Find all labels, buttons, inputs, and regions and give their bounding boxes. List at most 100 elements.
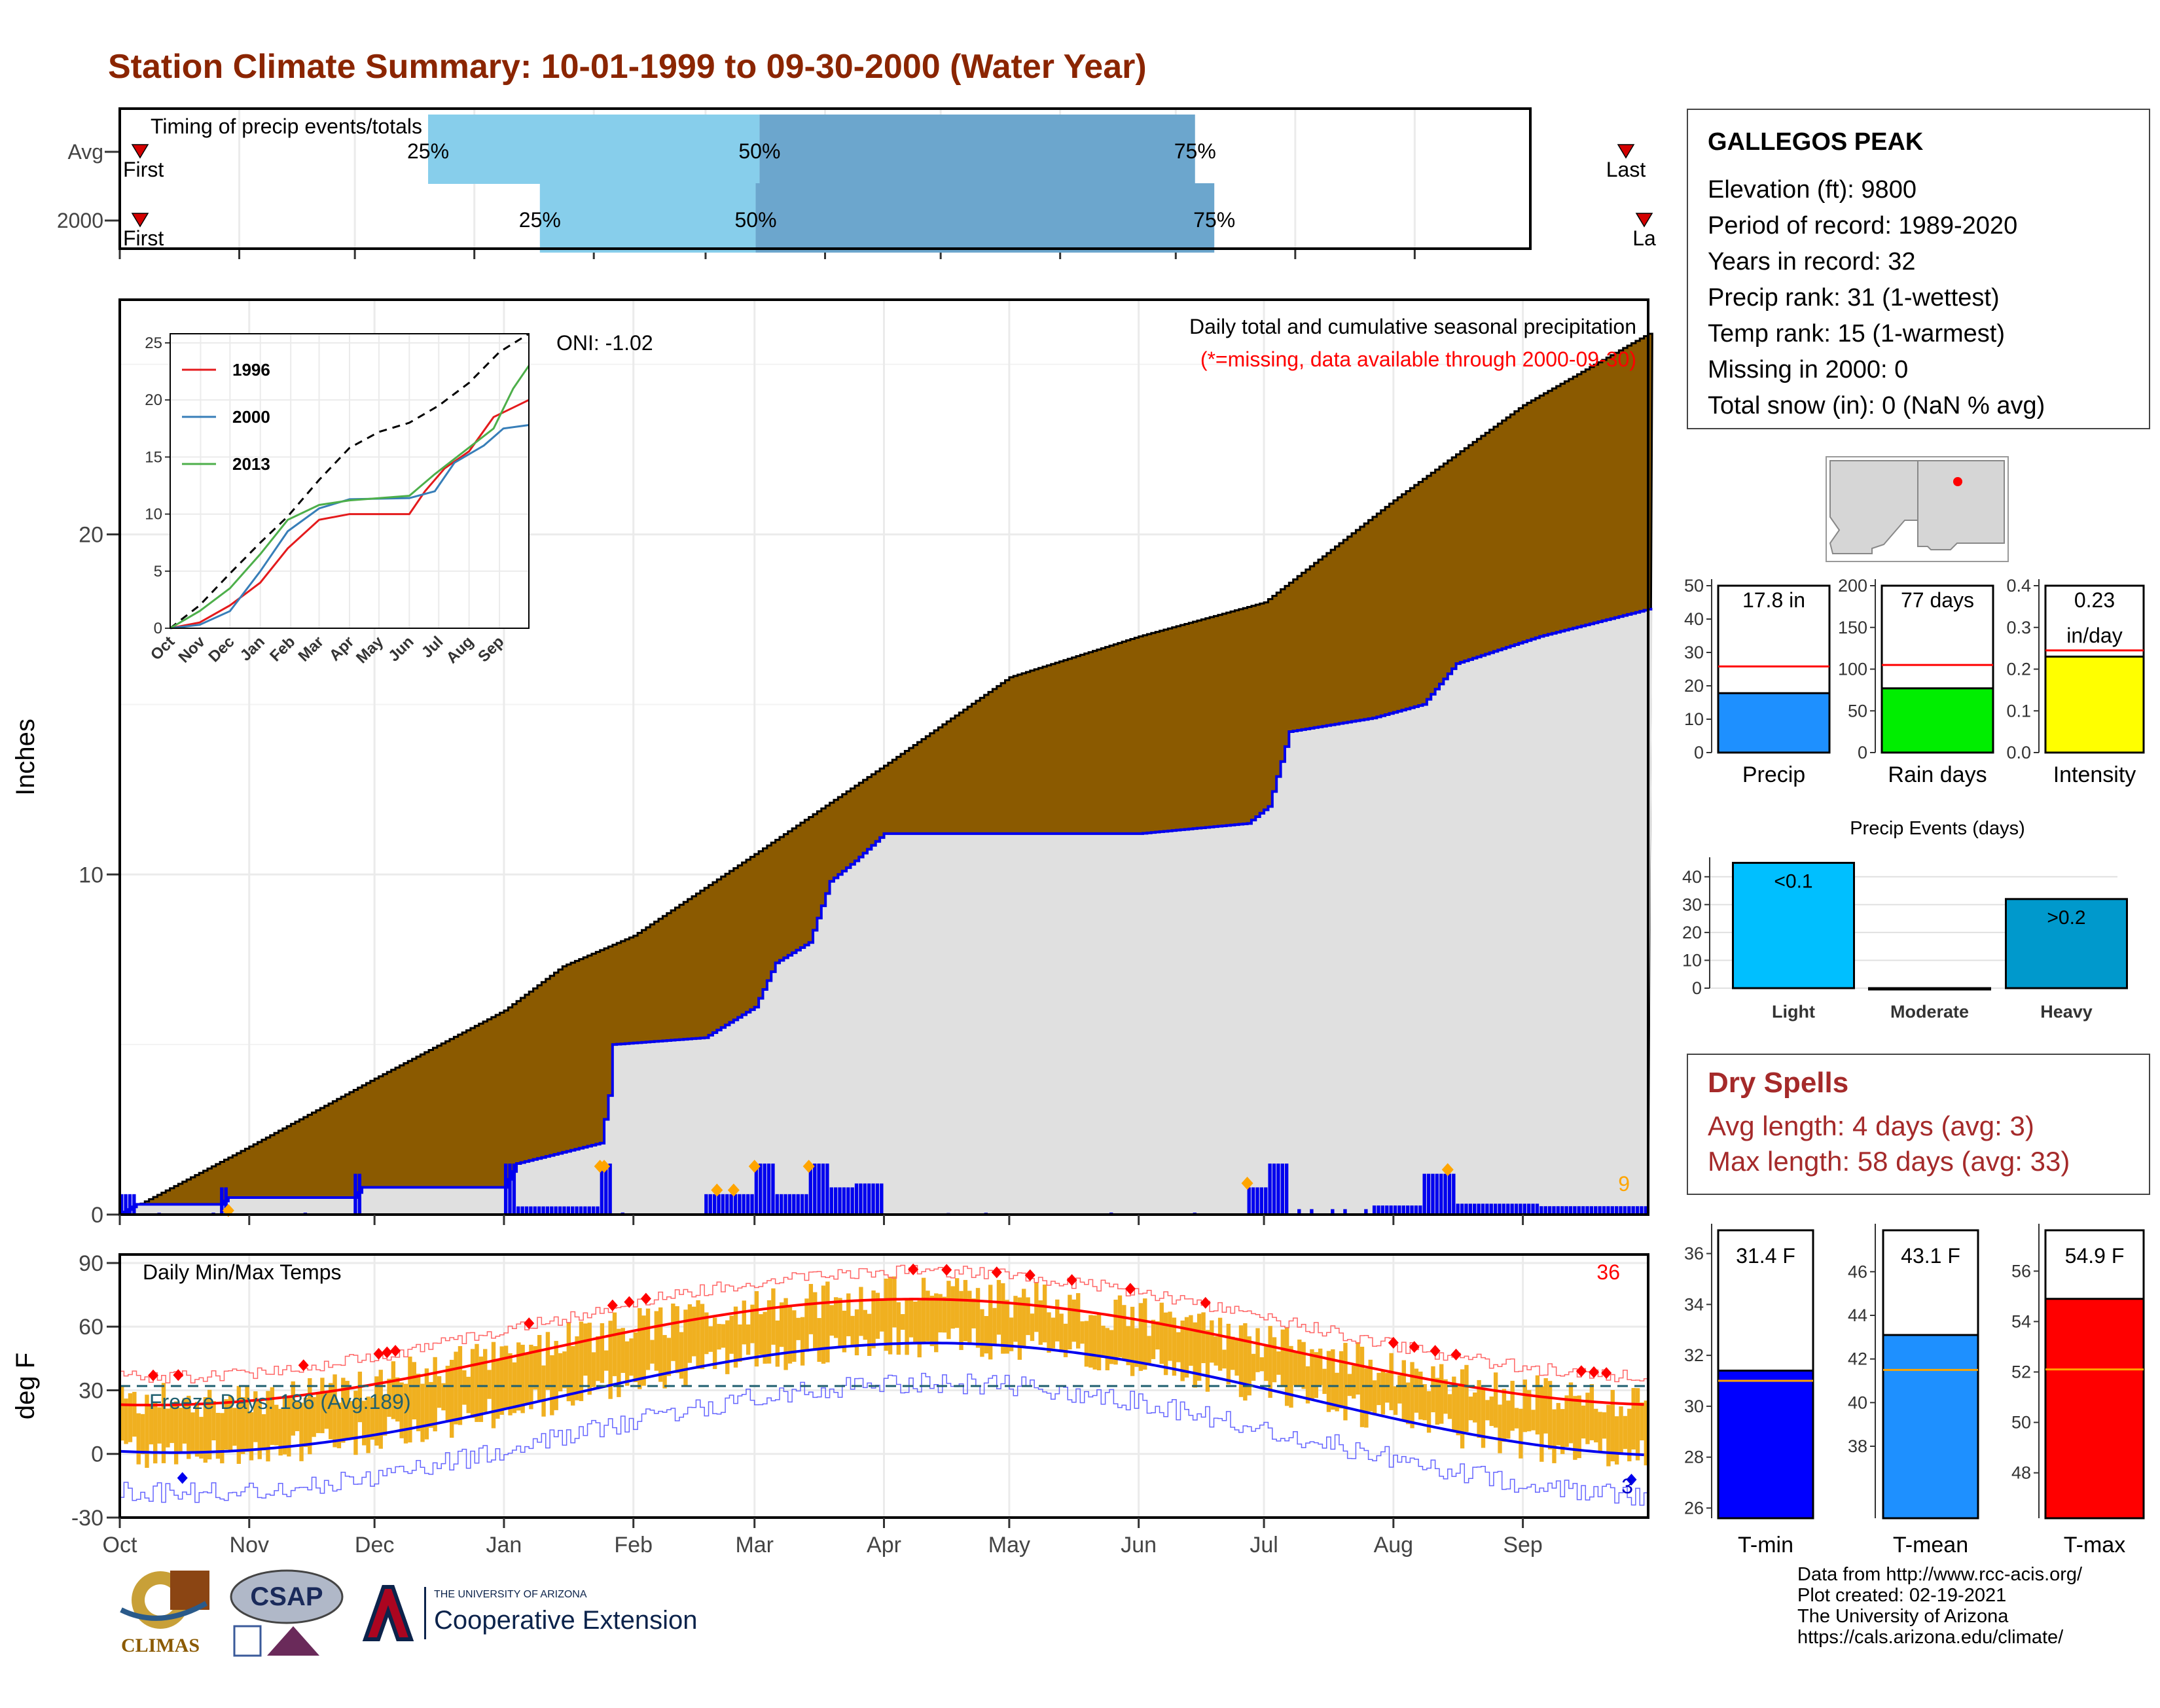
daily-precip-bar <box>1494 1203 1497 1215</box>
daily-temp-bar <box>963 1280 967 1342</box>
daily-temp-bar <box>1397 1376 1401 1404</box>
daily-temp-bar <box>487 1370 491 1398</box>
summary-y-tick-label: 0.4 <box>2006 576 2031 596</box>
daily-precip-bar <box>1264 1187 1267 1215</box>
temp-summary-y-tick-label: 40 <box>1848 1393 1867 1412</box>
daily-precip-bar <box>725 1194 729 1215</box>
daily-temp-bar <box>1356 1342 1359 1395</box>
daily-temp-bar <box>537 1335 541 1402</box>
daily-temp-bar <box>988 1285 992 1359</box>
daily-temp-bar <box>1185 1317 1189 1378</box>
daily-precip-bar <box>1502 1203 1505 1215</box>
daily-temp-bar <box>892 1277 896 1328</box>
daily-temp-bar <box>1018 1298 1022 1360</box>
daily-temp-bar <box>1189 1315 1193 1366</box>
month-label: Mar <box>735 1533 774 1557</box>
daily-temp-bar <box>1164 1313 1168 1376</box>
temp-summary-y-tick-label: 36 <box>1684 1244 1704 1264</box>
daily-temp-bar <box>1510 1381 1514 1431</box>
daily-precip-bar <box>1402 1205 1405 1215</box>
daily-precip-bar <box>759 1164 762 1215</box>
daily-temp-bar <box>830 1305 834 1336</box>
daily-precip-bar <box>846 1187 850 1215</box>
summary-bar-name: Intensity <box>2053 762 2136 787</box>
daily-temp-bar <box>1089 1315 1092 1367</box>
daily-temp-bar <box>1373 1380 1377 1414</box>
daily-temp-bar <box>262 1414 266 1450</box>
cooperative-extension-text: Cooperative Extension <box>434 1606 697 1635</box>
daily-temp-bar <box>675 1306 679 1373</box>
daily-temp-bar <box>462 1370 466 1405</box>
timing-bar-50-75 <box>759 115 1195 184</box>
inset-y-tick-label: 10 <box>145 506 162 524</box>
daily-temp-bar <box>425 1368 429 1439</box>
daily-temp-bar <box>880 1298 884 1331</box>
first-event-label: First <box>123 226 164 250</box>
daily-temp-bar <box>913 1302 917 1344</box>
daily-precip-bar <box>1506 1203 1509 1215</box>
daily-precip-bar <box>128 1194 132 1215</box>
temp-y-label: deg F <box>11 1353 40 1419</box>
daily-temp-bar <box>433 1357 437 1431</box>
daily-temp-bar <box>1030 1313 1034 1341</box>
temp-y-tick-label: -30 <box>71 1506 103 1531</box>
temp-summary-y-tick-label: 28 <box>1684 1448 1704 1467</box>
events-y-tick-label: 30 <box>1682 895 1702 914</box>
daily-temp-bar <box>667 1338 671 1376</box>
daily-temp-bar <box>1264 1345 1268 1381</box>
summary-y-tick-label: 50 <box>1848 701 1867 721</box>
daily-temp-bar <box>1122 1305 1126 1359</box>
daily-precip-bar <box>713 1194 716 1215</box>
station-precip-rank: Precip rank: 31 (1-wettest) <box>1708 280 2129 316</box>
daily-temp-bar <box>788 1306 792 1364</box>
daily-precip-bar <box>1464 1203 1467 1215</box>
temp-summary-y-tick-label: 38 <box>1848 1436 1867 1456</box>
footer-credits: Data from http://www.rcc-acis.org/ Plot … <box>1797 1564 2082 1648</box>
summary-y-tick-label: 0.1 <box>2006 701 2031 721</box>
daily-temp-bar <box>1113 1300 1117 1364</box>
timing-bar-25-50 <box>428 115 759 184</box>
daily-temp-bar <box>738 1325 742 1362</box>
daily-temp-bar <box>437 1376 441 1408</box>
station-info-box: GALLEGOS PEAK Elevation (ft): 9800 Perio… <box>1687 109 2150 429</box>
daily-precip-bar <box>1248 1187 1251 1215</box>
daily-temp-bar <box>166 1408 170 1447</box>
summary-y-tick-label: 100 <box>1838 660 1867 679</box>
daily-temp-bar <box>1636 1388 1640 1460</box>
extreme-count: 9 <box>1618 1172 1630 1196</box>
daily-precip-bar <box>1460 1203 1464 1215</box>
daily-temp-bar <box>483 1349 487 1412</box>
daily-temp-bar <box>583 1323 587 1376</box>
daily-temp-bar <box>1615 1416 1619 1465</box>
daily-precip-bar <box>804 1194 808 1215</box>
daily-temp-bar <box>1227 1324 1231 1385</box>
daily-temp-bar <box>467 1377 471 1414</box>
daily-temp-bar <box>742 1300 746 1344</box>
summary-y-tick-label: 0.3 <box>2006 618 2031 637</box>
daily-temp-bar <box>1498 1404 1502 1453</box>
daily-temp-bar <box>429 1382 433 1428</box>
daily-precip-bar <box>1276 1164 1280 1215</box>
daily-precip-bar <box>1452 1174 1455 1215</box>
daily-temp-bar <box>446 1366 450 1422</box>
daily-temp-bar <box>1106 1328 1109 1370</box>
daily-temp-bar <box>1640 1402 1644 1440</box>
footer-university: The University of Arizona <box>1797 1606 2082 1627</box>
events-category-label: Light <box>1772 1002 1815 1022</box>
daily-temp-bar <box>128 1393 132 1442</box>
daily-temp-bar <box>1160 1303 1164 1364</box>
daily-temp-bar <box>454 1352 458 1425</box>
daily-temp-bar <box>992 1308 996 1345</box>
timing-bar-25-50 <box>540 183 756 253</box>
inset-y-tick-label: 5 <box>154 563 162 580</box>
daily-temp-bar <box>634 1332 638 1382</box>
temp-summary-y-tick-label: 46 <box>1848 1262 1867 1281</box>
daily-temp-bar <box>646 1309 650 1370</box>
daily-precip-bar <box>842 1187 846 1215</box>
temp-summary-bar <box>1883 1335 1978 1518</box>
daily-precip-bar <box>813 1164 816 1215</box>
min-record-count: 3 <box>1621 1474 1633 1498</box>
daily-temp-bar <box>1594 1409 1598 1442</box>
temp-summary-y-tick-label: 30 <box>1684 1397 1704 1416</box>
